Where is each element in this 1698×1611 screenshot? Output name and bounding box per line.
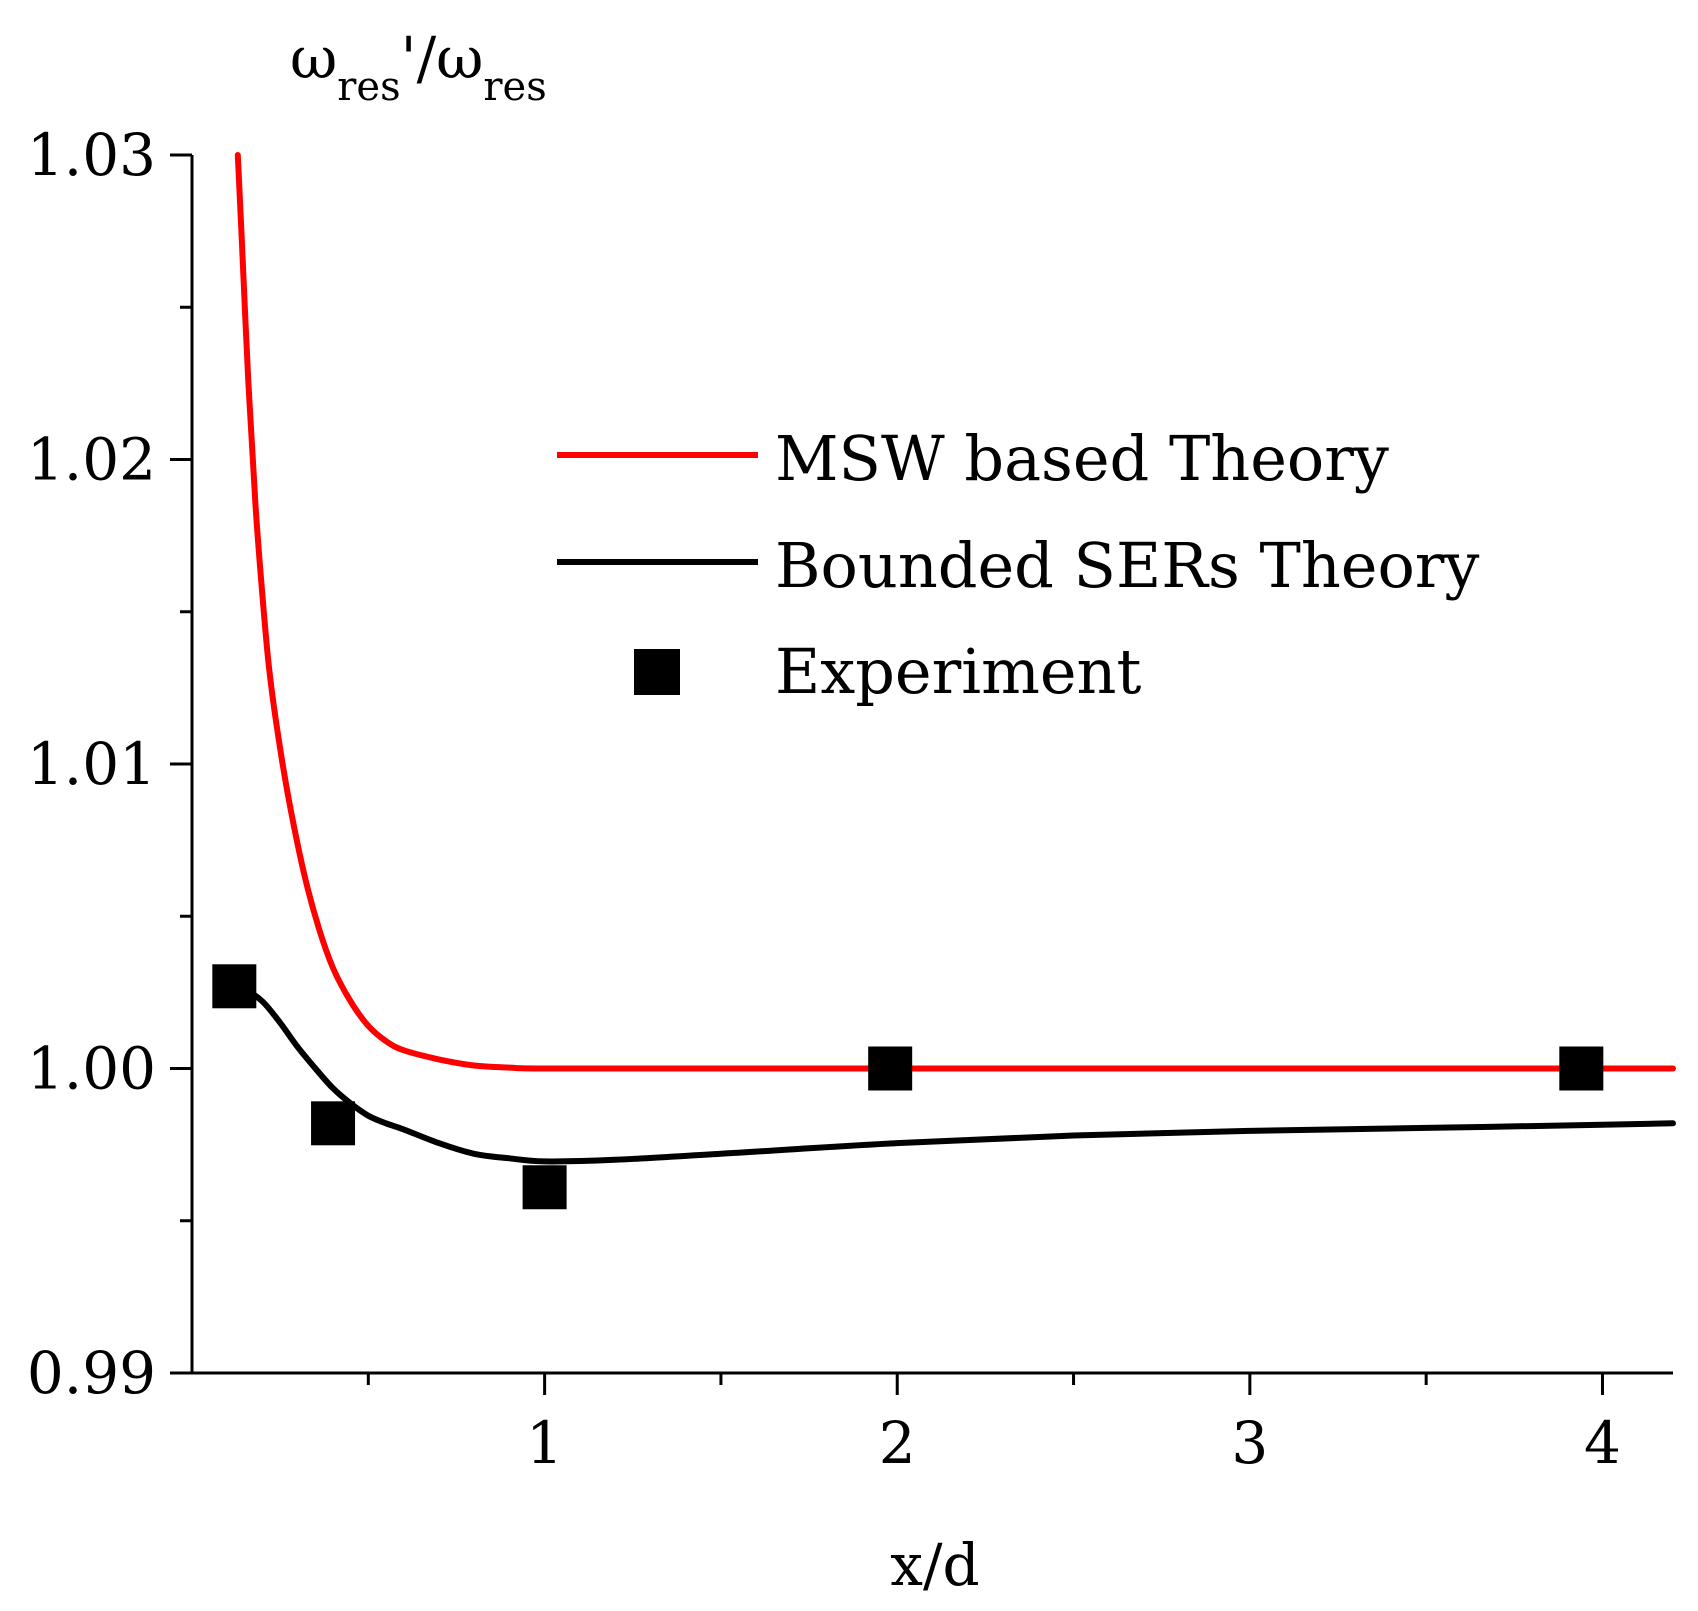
experiment-point xyxy=(1559,1046,1604,1091)
y-label-prime: ' xyxy=(401,24,417,92)
y-label-omega-2: ω xyxy=(436,24,483,92)
experiment-point xyxy=(868,1046,913,1091)
experiment-point xyxy=(311,1101,356,1146)
y-label-slash: / xyxy=(417,24,437,92)
x-tick-label: 3 xyxy=(1231,1409,1268,1477)
experiment-point xyxy=(522,1165,567,1210)
experiment-point xyxy=(212,964,257,1009)
y-tick-label: 1.02 xyxy=(27,426,156,494)
x-tick-label: 2 xyxy=(879,1409,916,1477)
x-tick-label: 1 xyxy=(526,1409,563,1477)
legend-label-experiment: Experiment xyxy=(775,635,1141,708)
legend-swatch-experiment xyxy=(634,649,680,695)
axis-ticks: 0.99 1.00 1.01 1.02 1.03 1 2 3 4 xyxy=(27,121,1621,1477)
legend: MSW based Theory Bounded SERs Theory Exp… xyxy=(557,422,1479,708)
series-layer xyxy=(212,152,1676,1210)
y-tick-label: 1.03 xyxy=(27,121,156,189)
y-label-sub: res xyxy=(337,64,400,110)
y-tick-label: 1.00 xyxy=(27,1035,156,1103)
y-tick-label: 0.99 xyxy=(27,1339,156,1407)
legend-label-bounded: Bounded SERs Theory xyxy=(775,529,1479,602)
series-line-1 xyxy=(224,980,1676,1165)
series-line-0 xyxy=(234,152,1676,1072)
y-axis-label: ωres'/ωres xyxy=(290,24,547,110)
x-axis-label: x/d xyxy=(890,1531,979,1599)
legend-label-msw: MSW based Theory xyxy=(775,422,1389,495)
y-label-sub-2: res xyxy=(483,64,546,110)
y-tick-label: 1.01 xyxy=(27,730,156,798)
x-tick-label: 4 xyxy=(1584,1409,1621,1477)
y-label-omega: ω xyxy=(290,24,337,92)
